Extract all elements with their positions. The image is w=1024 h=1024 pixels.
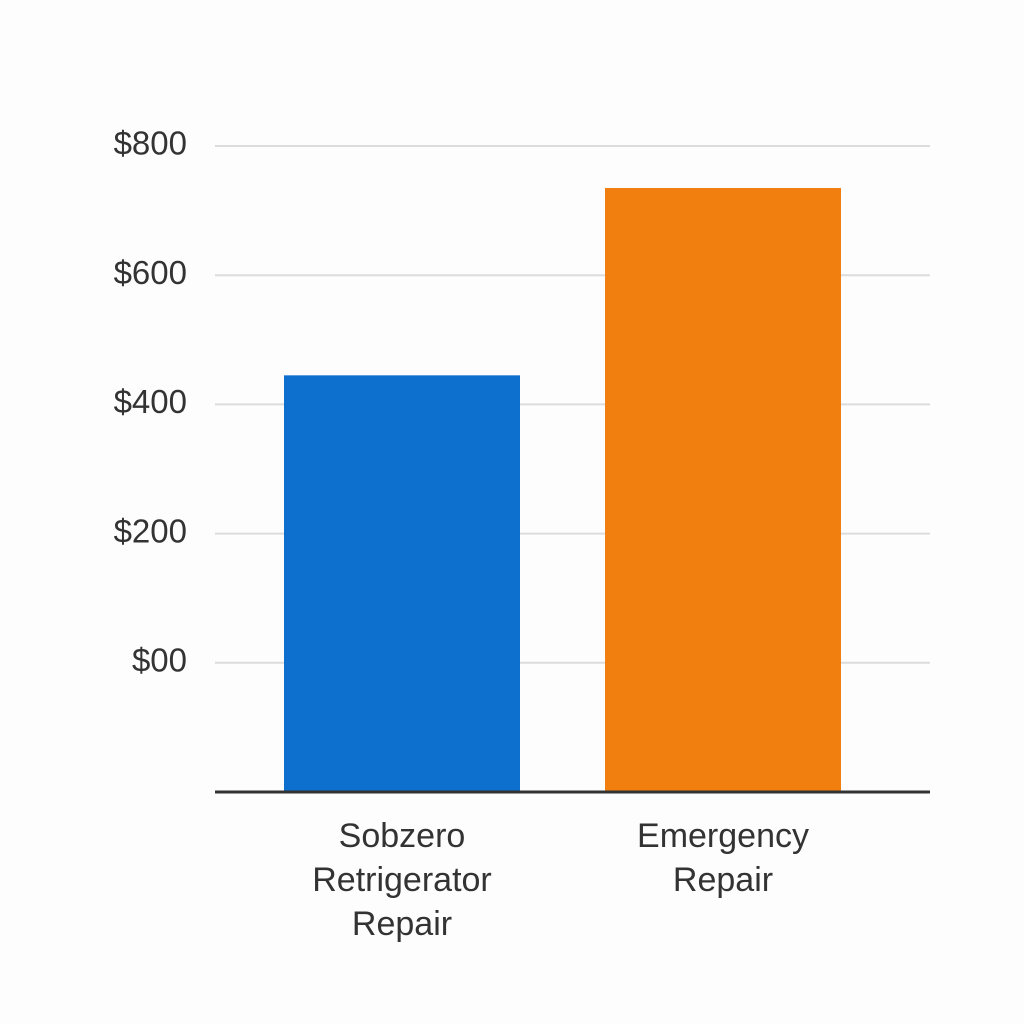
x-tick-label: Sobzero Retrigerator Repair: [312, 817, 492, 943]
bar: [284, 375, 520, 792]
y-tick-label: $600: [114, 254, 187, 291]
x-tick-label: Emergency Repair: [637, 817, 809, 899]
y-tick-label: $400: [114, 383, 187, 420]
bar: [605, 187, 841, 793]
y-tick-label: $800: [114, 125, 187, 162]
bars: [284, 187, 841, 793]
y-tick-label: $200: [114, 512, 187, 549]
y-tick-label: $00: [132, 642, 187, 679]
